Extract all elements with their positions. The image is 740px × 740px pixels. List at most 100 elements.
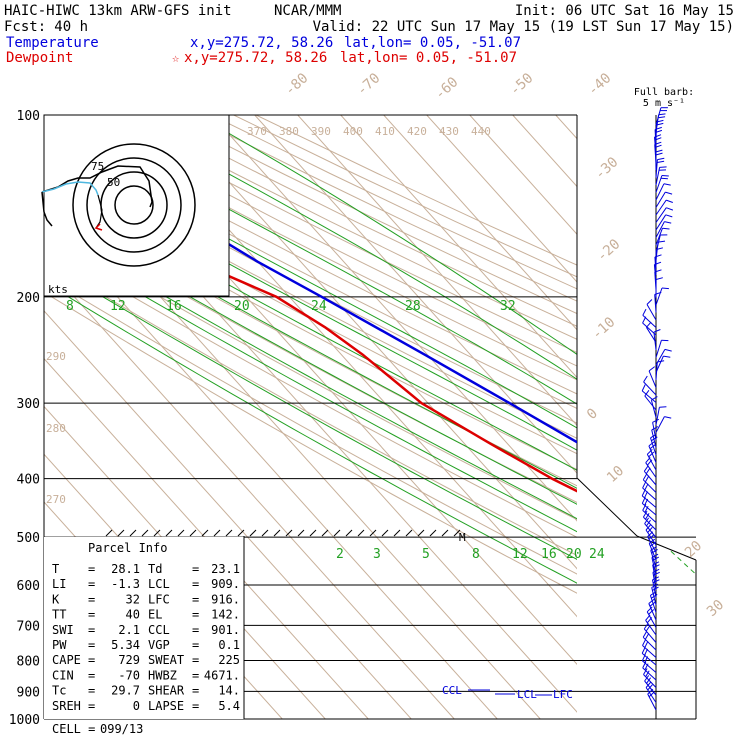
moist-adiabat-label: 16 (166, 299, 182, 314)
barb-flag (644, 498, 649, 506)
parcel-value: 909. (211, 577, 240, 591)
barb-flag (654, 261, 662, 266)
pressure-tick-label: 800 (17, 654, 40, 669)
dry-adiabat-line (44, 199, 577, 487)
theta-label: 440 (471, 125, 491, 138)
barb-flag (644, 641, 649, 648)
wind-barb (655, 221, 672, 238)
fcst-value: 40 h (54, 19, 88, 35)
parcel-value: 225 (218, 653, 240, 667)
barb-flag (645, 524, 651, 531)
barb-flag (643, 622, 649, 630)
pressure-tick-label: 1000 (9, 713, 40, 728)
barb-flag (648, 366, 656, 372)
parcel-equals: = (88, 684, 95, 698)
barb-flag (650, 591, 657, 596)
moist-adiabat-line (44, 135, 577, 429)
parcel-value: 5.4 (218, 699, 240, 713)
wind-barb (642, 510, 657, 531)
dry-adiabat-line (44, 228, 577, 521)
parcel-key: LFC (148, 592, 170, 606)
temperature-latlon: lat,lon= 0.05, -51.07 (344, 35, 521, 51)
wind-barb (655, 360, 665, 381)
barb-staff (655, 407, 660, 426)
barb-flag (642, 481, 647, 489)
barb-flag (654, 144, 662, 148)
barb-flag (652, 586, 659, 591)
wind-barb (642, 661, 657, 681)
moist-adiabat-line (44, 225, 577, 520)
hatch-mark (429, 529, 437, 537)
barb-flag (644, 491, 648, 499)
moist-adiabat-line (44, 197, 577, 489)
isotherm-line (44, 214, 498, 719)
parcel-key: TT (52, 608, 66, 622)
barb-flag (642, 510, 648, 518)
parcel-value: 23.1 (211, 562, 240, 576)
wind-barb (652, 568, 660, 591)
isotherm-line (546, 56, 740, 731)
barb-flag (644, 663, 649, 671)
barb-flag (646, 449, 653, 455)
barb-flag (644, 517, 650, 524)
hatch-mark (369, 529, 377, 537)
barb-flag (658, 113, 666, 116)
isotherm-top-label: -50 (507, 70, 537, 99)
dry-adiabat-line (44, 172, 577, 455)
barb-flag (644, 475, 650, 483)
parcel-equals: = (88, 623, 95, 637)
wind-barb (653, 329, 661, 351)
barb-flag (645, 512, 650, 520)
parcel-key: SWI (52, 623, 74, 637)
parcel-value: 4671. (204, 668, 240, 682)
wind-barb (655, 287, 669, 306)
barb-flag (646, 299, 653, 305)
barb-flag (644, 505, 649, 513)
barb-flag (654, 291, 662, 295)
barb-flag (645, 614, 651, 621)
barb-flag (642, 316, 647, 324)
barb-flag (651, 593, 658, 599)
isotherm-line (297, 115, 577, 427)
theta-left-label: 270 (46, 493, 66, 506)
isotherm-right-label: 20 (682, 538, 705, 561)
parcel-key: SREH (52, 699, 81, 713)
barb-flag (642, 308, 647, 316)
cell-label: CELL = (52, 722, 95, 736)
barb-flag (643, 668, 648, 675)
parcel-key: K (52, 592, 60, 606)
pressure-tick-label: 200 (17, 291, 40, 306)
barb-flag (645, 670, 650, 677)
barb-flag (647, 684, 653, 691)
wind-barb-unit: 5 m s⁻¹ (643, 98, 685, 109)
barb-staff (643, 470, 657, 486)
hatch-mark (261, 529, 269, 537)
parcel-equals: = (192, 684, 199, 698)
barb-flag (654, 126, 662, 130)
parcel-equals: = (192, 562, 199, 576)
wind-barb (646, 606, 657, 628)
barb-flag (646, 606, 653, 613)
barb-flag (645, 681, 652, 688)
isotherm-right-label: 10 (604, 463, 627, 486)
barb-flag (643, 375, 648, 383)
wind-barb (655, 166, 667, 186)
barb-flag (644, 648, 648, 656)
barb-flag (648, 451, 655, 458)
barb-staff (652, 422, 657, 441)
wind-barb (651, 553, 660, 576)
hatch-mark (321, 529, 329, 537)
barb-staff (641, 390, 657, 403)
barb-flag (641, 646, 646, 654)
parcel-equals: = (88, 562, 95, 576)
frame-diagonal (576, 477, 638, 537)
hatch-mark (309, 529, 317, 537)
parcel-info-panel: Parcel Info T = 28.1 Td = 23.1 LI = -1.3 LCL = 909.… (44, 536, 245, 736)
barb-staff (655, 207, 667, 223)
hatch-mark (117, 529, 125, 537)
wind-barb (655, 207, 674, 223)
theta-label: 410 (375, 125, 395, 138)
wind-barb (646, 449, 657, 471)
hatch-mark (225, 529, 233, 537)
wind-barb-legend: Full barb: (634, 87, 694, 98)
